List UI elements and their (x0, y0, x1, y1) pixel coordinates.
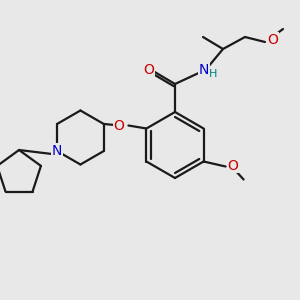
Text: O: O (144, 63, 154, 77)
Text: N: N (199, 63, 209, 77)
Text: O: O (267, 33, 278, 47)
Text: H: H (209, 69, 217, 79)
Text: N: N (52, 144, 62, 158)
Text: O: O (113, 118, 124, 133)
Text: O: O (228, 158, 238, 172)
